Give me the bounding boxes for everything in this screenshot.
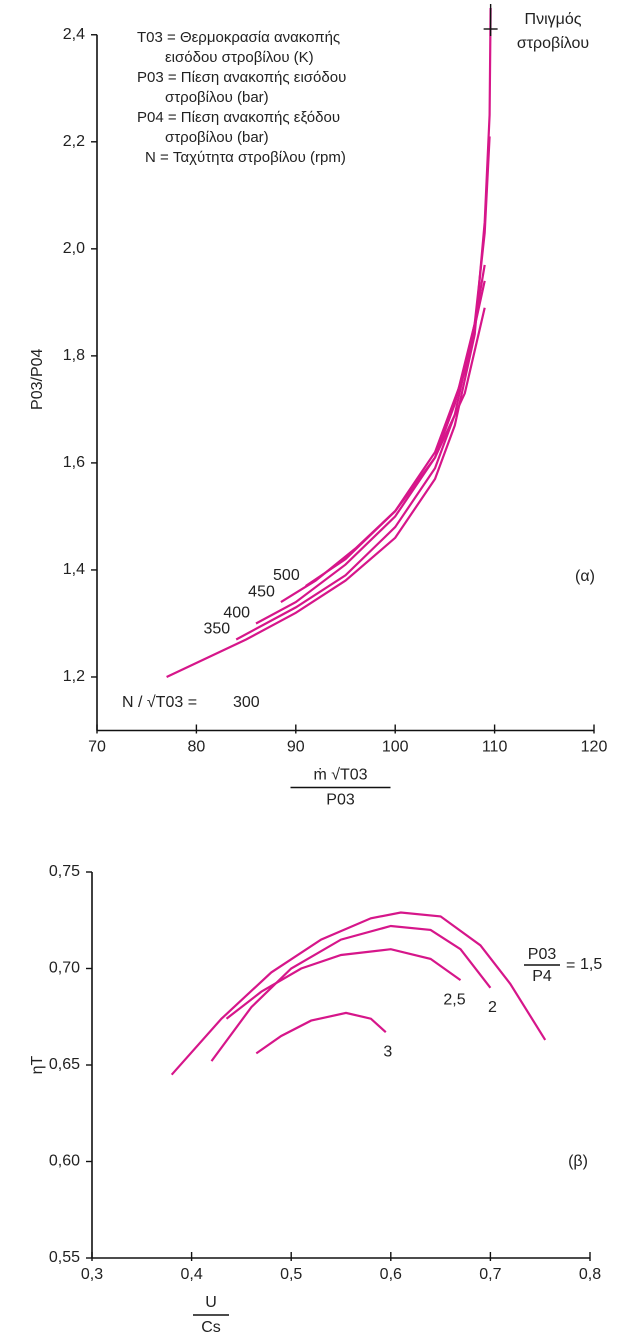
y-tick-label: 0,65 (49, 1056, 80, 1073)
x-tick-label: 0,8 (579, 1266, 601, 1283)
curve (305, 307, 486, 587)
note-line: P04 = Πίεση ανακοπής εξόδου (137, 109, 340, 126)
y-tick-label: 0,75 (49, 863, 80, 880)
series-label: 300 (233, 694, 260, 711)
note-line: εισόδου στροβίλου (K) (165, 49, 314, 66)
note-line: N = Ταχύτητα στροβίλου (rpm) (145, 149, 346, 166)
y-axis-label: P03/P04 (29, 348, 46, 409)
y-tick-label: 0,55 (49, 1249, 80, 1266)
x-tick-label: 110 (482, 739, 508, 756)
panel-label: (β) (568, 1153, 588, 1170)
x-axis-label-numerator: ṁ √T03 (313, 767, 367, 784)
x-tick-label: 120 (581, 739, 608, 756)
series-label: 2 (488, 999, 497, 1016)
x-tick-label: 80 (188, 739, 206, 756)
y-tick-label: 2,4 (63, 26, 85, 43)
y-axis-label: ηT (29, 1055, 46, 1074)
legend-denominator: P4 (532, 968, 552, 985)
y-tick-label: 0,70 (49, 960, 80, 977)
x-axis-label-denominator: Cs (201, 1319, 221, 1336)
x-tick-label: 0,5 (280, 1266, 302, 1283)
y-tick-label: 1,8 (63, 347, 85, 364)
series-label: 1,5 (580, 956, 602, 973)
curve (235, 136, 491, 641)
legend-equals: = (566, 957, 575, 974)
y-tick-label: 2,0 (63, 240, 85, 257)
note-line: P03 = Πίεση ανακοπής εισόδου (137, 69, 346, 86)
y-tick-label: 0,60 (49, 1153, 80, 1170)
x-tick-label: 0,6 (380, 1266, 402, 1283)
y-tick-label: 2,2 (63, 133, 85, 150)
legend-numerator: P03 (528, 946, 557, 963)
series-label: 500 (273, 567, 300, 584)
x-tick-label: 100 (382, 739, 409, 756)
series-label: 350 (203, 621, 230, 638)
series-label: 2,5 (443, 991, 465, 1008)
curve (280, 280, 486, 604)
series-label: 400 (223, 605, 250, 622)
series-label: 3 (383, 1043, 392, 1060)
panel-label: (α) (575, 568, 595, 585)
curve (255, 1011, 387, 1055)
x-tick-label: 0,7 (479, 1266, 501, 1283)
y-tick-label: 1,4 (63, 561, 85, 578)
note-line: T03 = Θερμοκρασία ανακοπής (137, 29, 340, 46)
x-axis-label-denominator: P03 (326, 792, 355, 809)
choke-label: στροβίλου (517, 35, 589, 52)
y-tick-label: 1,6 (63, 454, 85, 471)
x-tick-label: 90 (287, 739, 305, 756)
curve (225, 948, 462, 1020)
series-label-prefix: N / √T03 = (122, 694, 197, 711)
x-tick-label: 0,3 (81, 1266, 103, 1283)
curve (170, 911, 547, 1076)
note-line: στροβίλου (bar) (165, 129, 269, 146)
note-line: στροβίλου (bar) (165, 89, 269, 106)
x-axis-label-numerator: U (205, 1294, 217, 1311)
x-tick-label: 70 (88, 739, 106, 756)
series-label: 450 (248, 583, 275, 600)
y-tick-label: 1,2 (63, 668, 85, 685)
x-tick-label: 0,4 (180, 1266, 202, 1283)
choke-label: Πνιγμός (525, 11, 582, 28)
curve (210, 924, 492, 1062)
